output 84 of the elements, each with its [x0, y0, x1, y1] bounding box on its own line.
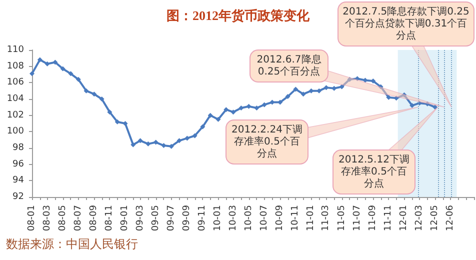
x-tick-label: 09-11 — [198, 205, 208, 232]
point — [200, 124, 206, 130]
point — [161, 143, 166, 148]
point — [99, 96, 104, 102]
point — [339, 84, 344, 90]
x-tick-label: 09-07 — [166, 205, 176, 232]
x-tick-label: 08-01 — [27, 205, 37, 232]
ref-line-label: 2012.7.5降息存款下调0.25个百分点贷款下调0.31个百分点 — [342, 6, 470, 42]
x-tick-label: 08-09 — [89, 204, 100, 232]
point — [68, 71, 74, 76]
y-tick-label: 104 — [6, 94, 24, 104]
point — [30, 71, 34, 76]
point — [176, 138, 182, 144]
x-tick-label: 12-03 — [414, 205, 424, 232]
point — [153, 140, 158, 145]
point — [246, 104, 252, 109]
x-tick-label: 08-03 — [42, 205, 52, 232]
x-tick-label: 10-11 — [290, 205, 301, 232]
x-tick-label: 10-09 — [275, 204, 286, 232]
y-tick-label: 100 — [6, 126, 24, 137]
x-tick-label: 09-03 — [135, 205, 146, 232]
point — [230, 110, 236, 115]
y-tick-label: 94 — [12, 176, 24, 186]
point — [386, 94, 392, 100]
point — [316, 88, 322, 94]
point — [238, 105, 244, 110]
point — [216, 116, 221, 122]
point — [285, 94, 290, 100]
point — [52, 60, 58, 65]
chart-title: 图：2012年货币政策变化 — [166, 8, 310, 23]
y-tick-label: 98 — [12, 143, 24, 153]
x-tick-label: 11-05 — [336, 205, 347, 232]
ref-line-label: 2012.6.7降息0.25个百分点 — [256, 54, 322, 78]
point — [114, 119, 120, 124]
y-tick-label: 96 — [12, 159, 24, 170]
x-tick-label: 12-01 — [399, 205, 410, 232]
point — [44, 61, 50, 66]
point — [37, 57, 42, 62]
x-tick-label: 09-09 — [182, 204, 192, 232]
point — [208, 112, 213, 118]
point — [293, 86, 298, 92]
point — [224, 107, 229, 112]
x-tick-label: 09-01 — [120, 205, 130, 232]
x-tick-label: 10-07 — [259, 205, 270, 232]
x-tick-label: 11-03 — [321, 205, 332, 232]
point — [370, 78, 376, 84]
x-tick-label: 11-11 — [384, 205, 394, 232]
y-tick-label: 110 — [6, 45, 24, 55]
x-tick-label: 12-05 — [430, 205, 440, 232]
point — [92, 92, 97, 97]
x-tick-label: 10-03 — [228, 205, 238, 232]
point — [378, 84, 384, 90]
point — [60, 66, 66, 72]
y-tick-label: 102 — [6, 110, 24, 120]
point — [432, 104, 438, 110]
point — [184, 136, 190, 141]
point — [192, 133, 198, 138]
x-tick-label: 11-01 — [306, 205, 316, 232]
source-note: 数据来源：中国人民银行 — [6, 237, 138, 251]
x-tick-label: 08-07 — [73, 205, 84, 232]
point — [410, 103, 415, 108]
x-tick-label: 08-11 — [104, 205, 115, 232]
x-tick-label: 11-09 — [368, 204, 378, 232]
point — [84, 88, 89, 94]
x-tick-label: 12-06 — [446, 204, 456, 232]
point — [122, 121, 128, 126]
y-tick-label: 92 — [12, 192, 24, 202]
x-tick-label: 10-05 — [244, 205, 254, 232]
x-tick-label: 10-01 — [213, 205, 224, 232]
point — [76, 76, 81, 82]
ref-line-label: 2012.2.24下调存准率0.5个百分点 — [232, 124, 302, 160]
y-tick-label: 106 — [6, 78, 24, 88]
x-tick-label: 09-05 — [150, 205, 161, 232]
ref-line-label: 2012.5.12下调存准率0.5个百分点 — [338, 154, 410, 190]
x-tick-label: 11-07 — [352, 205, 362, 232]
x-tick-label: 08-05 — [58, 205, 68, 232]
point — [107, 110, 112, 115]
point — [402, 92, 407, 98]
point — [300, 92, 306, 97]
y-tick-label: 108 — [6, 61, 24, 72]
point — [138, 138, 143, 144]
point — [254, 105, 260, 110]
point — [262, 102, 267, 108]
point — [130, 142, 136, 148]
